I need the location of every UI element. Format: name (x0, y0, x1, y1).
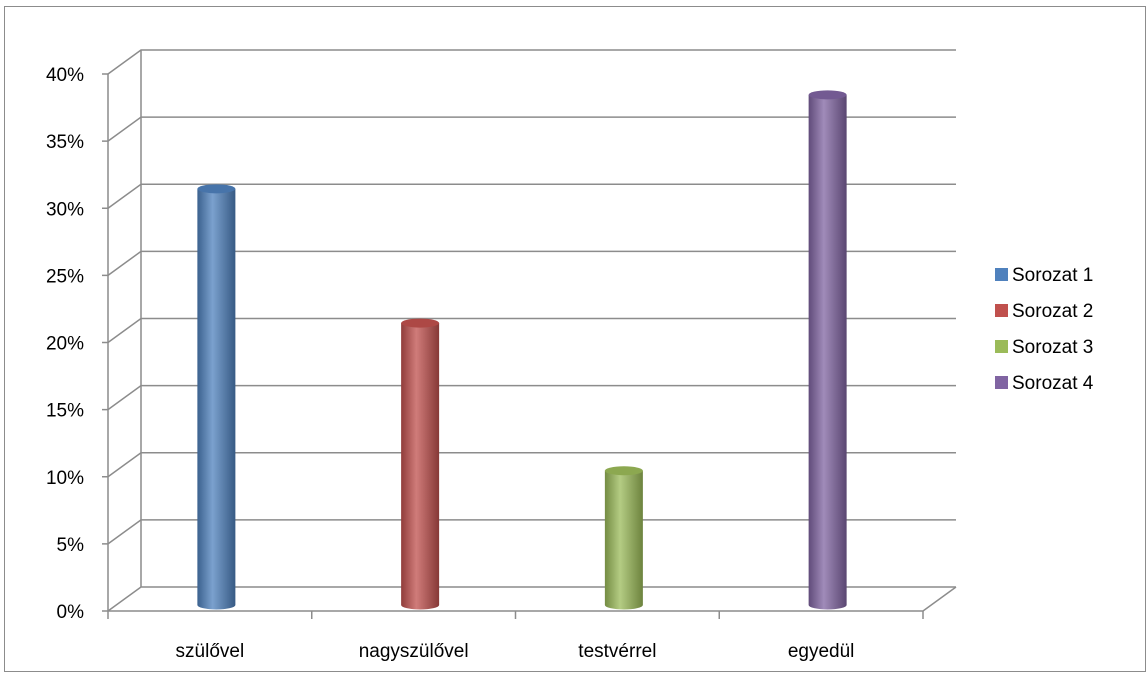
bar (808, 90, 847, 610)
legend-item: Sorozat 2 (995, 301, 1093, 322)
legend-swatch (995, 340, 1008, 353)
legend-label: Sorozat 1 (1012, 265, 1093, 286)
x-tick-label: testvérrel (578, 641, 656, 662)
legend-swatch (995, 304, 1008, 317)
y-tick-label: 25% (46, 266, 84, 287)
bar-chart: 0% 5% 10% 15% 20% 25% 30% 35% 40% szülővel nagysz… (46, 49, 1094, 662)
x-tick-label: szülővel (176, 641, 245, 662)
y-tick-label: 30% (46, 199, 84, 220)
y-axis-ticks: 0% 5% 10% 15% 20% 25% 30% 35% 40% (46, 65, 108, 623)
y-tick-label: 15% (46, 401, 84, 422)
y-tick-label: 10% (46, 468, 84, 489)
x-axis-ticks: szülővel nagyszülővel testvérrel egyedül (176, 641, 855, 662)
y-tick-label: 40% (46, 65, 84, 86)
y-tick-label: 0% (57, 602, 85, 623)
gridline (107, 49, 956, 75)
legend: Sorozat 1 Sorozat 2 Sorozat 3 Sorozat 4 (995, 265, 1094, 394)
y-tick-label: 20% (46, 334, 84, 355)
legend-swatch (995, 268, 1008, 281)
bar (197, 184, 236, 610)
y-tick-label: 5% (57, 535, 85, 556)
x-tick-label: egyedül (788, 641, 855, 662)
legend-item: Sorozat 4 (995, 373, 1094, 394)
legend-item: Sorozat 3 (995, 337, 1093, 358)
legend-label: Sorozat 3 (1012, 337, 1093, 358)
y-tick-label: 35% (46, 132, 84, 153)
legend-label: Sorozat 2 (1012, 301, 1093, 322)
legend-swatch (995, 376, 1008, 389)
x-tick-label: nagyszülővel (359, 641, 469, 662)
legend-label: Sorozat 4 (1012, 373, 1094, 394)
chart-frame: 0% 5% 10% 15% 20% 25% 30% 35% 40% szülővel nagysz… (4, 6, 1146, 672)
bar (401, 318, 440, 610)
bars (197, 90, 847, 610)
legend-item: Sorozat 1 (995, 265, 1093, 286)
bar (604, 466, 643, 610)
